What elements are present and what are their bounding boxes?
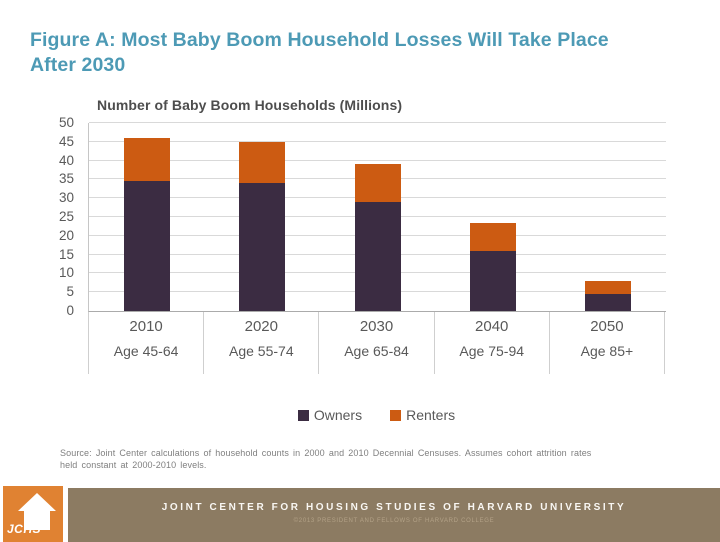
bar-segment-renters-2040 [469, 222, 516, 251]
bar-segment-renters-2020 [239, 141, 286, 184]
bar-group-2020 [204, 123, 319, 311]
age-label-2010: Age 45-64 [113, 343, 179, 359]
jchs-house-icon [18, 493, 56, 530]
gridline-45 [89, 140, 666, 142]
year-label-2040: 2040 [475, 318, 509, 335]
legend-swatch-owners [297, 409, 309, 421]
slide-title: Figure A: Most Baby Boom Household Losse… [30, 29, 609, 76]
chart-title: Number of Baby Boom Households (Millions… [97, 97, 403, 113]
bar-segment-renters-2050 [585, 280, 632, 295]
y-tick-label-15: 15 [58, 246, 74, 262]
plot-area [88, 122, 666, 312]
legend-swatch-renters [390, 409, 402, 421]
jchs-logo-text: JCHS [7, 522, 42, 536]
gridline-50 [89, 122, 666, 123]
gridline-40 [89, 159, 666, 161]
age-label-2030: Age 65-84 [344, 343, 409, 359]
year-label-2030: 2030 [359, 318, 394, 335]
bar-group-2030 [320, 123, 435, 311]
bar-group-2050 [551, 123, 666, 311]
source-note: Source: Joint Center calculations of hou… [60, 448, 672, 471]
y-tick-label-5: 5 [66, 284, 74, 300]
y-tick-label-25: 25 [58, 209, 74, 224]
bar-2050 [585, 280, 632, 311]
footer-bar: JOINT CENTER FOR HOUSING STUDIES OF HARV… [68, 488, 720, 542]
y-tick-label-10: 10 [58, 265, 74, 281]
x-axis-cell-2010: 2010 Age 45-64 [88, 312, 205, 374]
y-tick-label-35: 35 [58, 171, 74, 187]
bars-layer [89, 123, 666, 311]
y-tick-label-30: 30 [58, 190, 74, 206]
y-tick-label-40: 40 [58, 152, 74, 168]
y-tick-label-45: 45 [58, 133, 74, 149]
year-label-2020: 2020 [244, 318, 278, 335]
source-note-line1: Source: Joint Center calculations of hou… [60, 448, 592, 458]
bar-group-2010 [89, 123, 204, 311]
bar-2020 [239, 141, 286, 311]
bar-segment-renters-2030 [354, 164, 401, 202]
age-label-2040: Age 75-94 [459, 343, 525, 359]
x-axis-cell-2050: 2050 Age 85+ [550, 312, 666, 374]
x-axis-cell-2040: 2040 Age 75-94 [435, 312, 550, 374]
bar-segment-owners-2040 [469, 250, 516, 311]
x-axis: 2010 Age 45-64 2020 Age 55-74 2030 Age 65-84 2… [88, 312, 666, 374]
x-axis-cell-2020: 2020 Age 55-74 [204, 312, 320, 374]
legend-item-owners: Owners [297, 407, 363, 423]
y-tick-label-20: 20 [58, 227, 74, 243]
year-label-2010: 2010 [129, 318, 163, 335]
jchs-logo: JCHS [3, 486, 63, 542]
y-tick-label-0: 0 [66, 303, 74, 318]
age-label-2050: Age 85+ [580, 343, 634, 359]
bar-segment-owners-2050 [585, 294, 632, 311]
bar-2030 [354, 164, 401, 311]
legend-label-owners: Owners [313, 407, 363, 423]
bar-segment-renters-2010 [123, 138, 170, 182]
y-axis: 0 5 10 15 20 25 30 35 40 45 50 [36, 115, 80, 318]
bar-2040 [469, 222, 516, 311]
legend: Owners Renters [88, 407, 665, 423]
x-axis-cell-2030: 2030 Age 65-84 [319, 312, 435, 374]
bar-segment-owners-2010 [123, 181, 170, 311]
bar-2010 [123, 138, 170, 311]
y-tick-label-50: 50 [58, 115, 74, 130]
bar-segment-owners-2020 [239, 183, 286, 311]
legend-item-renters: Renters [390, 407, 455, 423]
bar-segment-owners-2030 [354, 201, 401, 311]
footer-copyright: ©2013 PRESIDENT AND FELLOWS OF HARVARD C… [293, 518, 495, 524]
legend-label-renters: Renters [406, 407, 456, 423]
bar-group-2040 [435, 123, 550, 311]
source-note-line2: held constant at 2000-2010 levels. [60, 459, 207, 470]
age-label-2020: Age 55-74 [229, 343, 294, 359]
footer-org-name: JOINT CENTER FOR HOUSING STUDIES OF HARV… [161, 502, 627, 513]
year-label-2050: 2050 [590, 318, 624, 335]
